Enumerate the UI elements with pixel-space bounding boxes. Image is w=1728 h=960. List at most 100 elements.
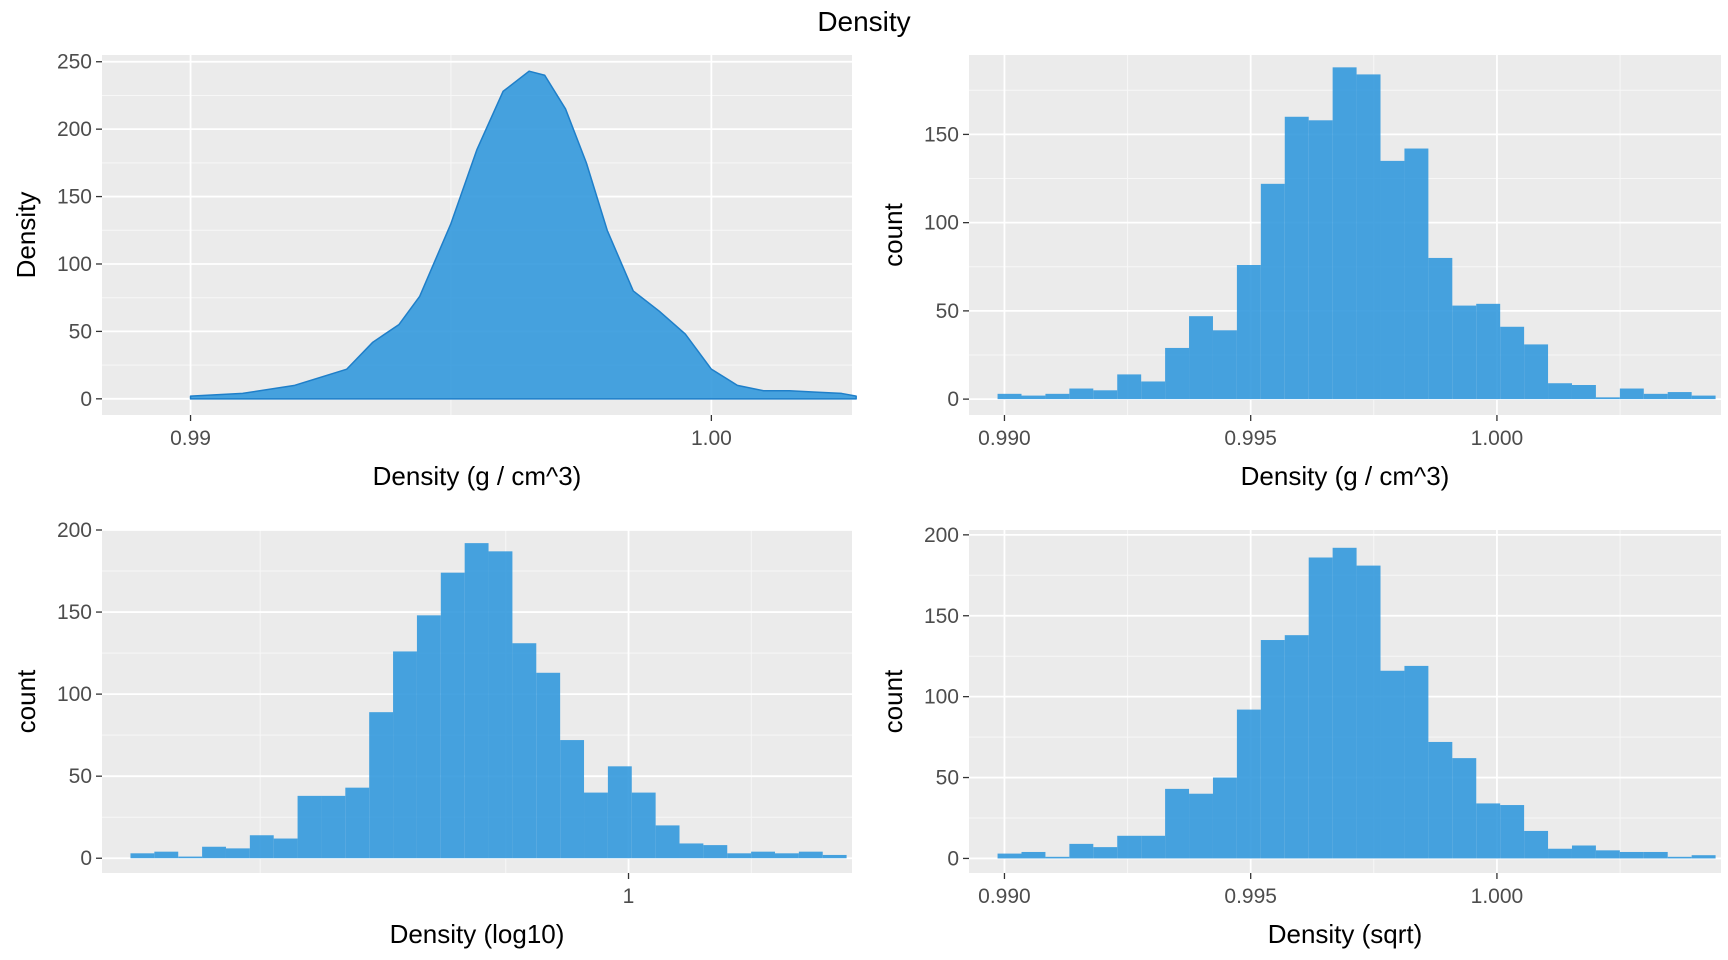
histogram-bar — [536, 672, 561, 859]
histogram-bar — [1356, 74, 1381, 400]
histogram-bar — [1332, 67, 1357, 400]
histogram-bar — [1308, 120, 1333, 400]
histogram-bar — [154, 851, 179, 859]
histogram-bar — [512, 643, 537, 859]
histogram-panel-log10: 0 50 100 150 200 1 Density (log10) count — [11, 519, 852, 949]
histogram-bar — [751, 851, 775, 859]
histogram-bar — [1308, 557, 1333, 859]
y-tick-label: 100 — [924, 212, 959, 235]
histogram-bar — [1404, 148, 1429, 400]
y-tick-label: 200 — [57, 519, 92, 542]
histogram-bar — [774, 853, 799, 859]
histogram-bar — [1069, 843, 1094, 859]
histogram-bar — [1212, 777, 1237, 859]
y-tick-label: 150 — [57, 186, 92, 209]
histogram-bar — [607, 766, 632, 859]
histogram-bar — [1260, 183, 1285, 400]
x-axis-title: Density (g / cm^3) — [1241, 461, 1450, 491]
histogram-bar — [1021, 395, 1046, 400]
histogram-bar — [273, 838, 298, 859]
x-axis-title: Density (g / cm^3) — [373, 461, 582, 491]
y-axis-title: count — [878, 202, 908, 266]
x-tick-label: 1 — [623, 885, 635, 908]
y-tick-label: 200 — [57, 118, 92, 141]
y-tick-label: 50 — [69, 765, 92, 788]
histogram-bar — [1356, 565, 1381, 859]
y-tick-label: 150 — [924, 605, 959, 628]
y-tick-label: 150 — [57, 601, 92, 624]
y-axis-title: Density — [11, 192, 41, 279]
y-tick-label: 0 — [947, 847, 959, 870]
x-axis-title: Density (sqrt) — [1268, 919, 1423, 949]
x-tick-label: 1.000 — [1471, 885, 1524, 908]
histogram-bar — [997, 853, 1022, 859]
histogram-bar — [440, 572, 465, 859]
histogram-bar — [631, 792, 656, 859]
histogram-bar — [1117, 374, 1142, 400]
y-tick-label: 250 — [57, 51, 92, 74]
histogram-bar — [393, 651, 417, 859]
y-tick-label: 150 — [924, 123, 959, 146]
histogram-bar — [997, 393, 1022, 400]
x-tick-label: 0.995 — [1224, 885, 1277, 908]
density-area — [189, 70, 857, 400]
x-tick-label: 1.000 — [1471, 427, 1524, 450]
histogram-bar — [1524, 830, 1549, 859]
histogram-bar — [1619, 851, 1644, 859]
histogram-bar — [464, 543, 489, 859]
histogram-bar — [1404, 665, 1429, 859]
histogram-bar — [1548, 848, 1572, 859]
histogram-bar — [1524, 344, 1549, 400]
histogram-bar — [1428, 257, 1453, 400]
histogram-bar — [488, 551, 513, 859]
histogram-bar — [1165, 788, 1190, 859]
histogram-bar — [584, 792, 608, 859]
y-tick-label: 200 — [924, 524, 959, 547]
histogram-panel-raw: 0 50 100 150 0.990 0.995 1.000 Density (g / cm^… — [878, 55, 1721, 491]
histogram-bar — [1189, 316, 1213, 400]
y-tick-label: 50 — [69, 320, 92, 343]
page-title: Density — [817, 6, 911, 37]
histogram-bar — [798, 851, 823, 859]
histogram-bar — [1643, 851, 1668, 859]
histogram-bar — [1667, 392, 1692, 400]
x-tick-label: 0.990 — [978, 427, 1031, 450]
histogram-bar — [1595, 850, 1620, 859]
histogram-bar — [1691, 395, 1716, 400]
histogram-bar — [1260, 640, 1285, 859]
histogram-bar — [416, 615, 441, 859]
histogram-bar — [1619, 388, 1644, 400]
histogram-bar — [130, 853, 155, 859]
histogram-bar — [1045, 856, 1070, 859]
histogram-bar — [1452, 758, 1477, 859]
y-tick-label: 100 — [924, 686, 959, 709]
y-tick-label: 0 — [947, 388, 959, 411]
histogram-bar — [345, 787, 370, 859]
histogram-bar — [822, 854, 847, 859]
x-tick-label: 0.99 — [170, 427, 211, 450]
y-tick-label: 100 — [57, 683, 92, 706]
histogram-bar — [1428, 741, 1453, 859]
histogram-bar — [369, 712, 394, 859]
histogram-bar — [1284, 116, 1309, 400]
histogram-bar — [1165, 347, 1190, 400]
histogram-bar — [727, 853, 752, 859]
histogram-bar — [1236, 265, 1261, 400]
histogram-bar — [1643, 393, 1668, 400]
y-axis-title: count — [11, 669, 41, 733]
histogram-bar — [1141, 835, 1166, 859]
x-tick-label: 0.990 — [978, 885, 1031, 908]
histogram-bar — [1236, 709, 1261, 859]
histogram-bar — [1380, 160, 1405, 400]
histogram-bar — [655, 825, 680, 859]
y-axis-title: count — [878, 669, 908, 733]
histogram-bar — [321, 795, 346, 859]
y-tick-label: 100 — [57, 253, 92, 276]
histogram-bar — [1141, 381, 1166, 400]
histogram-bar — [1069, 388, 1094, 400]
histogram-bar — [1595, 397, 1620, 400]
density-plot-panel: 0 50 100 150 200 250 0.99 1.00 Density (g / cm^3… — [11, 51, 857, 491]
histogram-bar — [1332, 547, 1357, 859]
histogram-bar — [560, 740, 585, 859]
histogram-bar — [225, 848, 250, 859]
